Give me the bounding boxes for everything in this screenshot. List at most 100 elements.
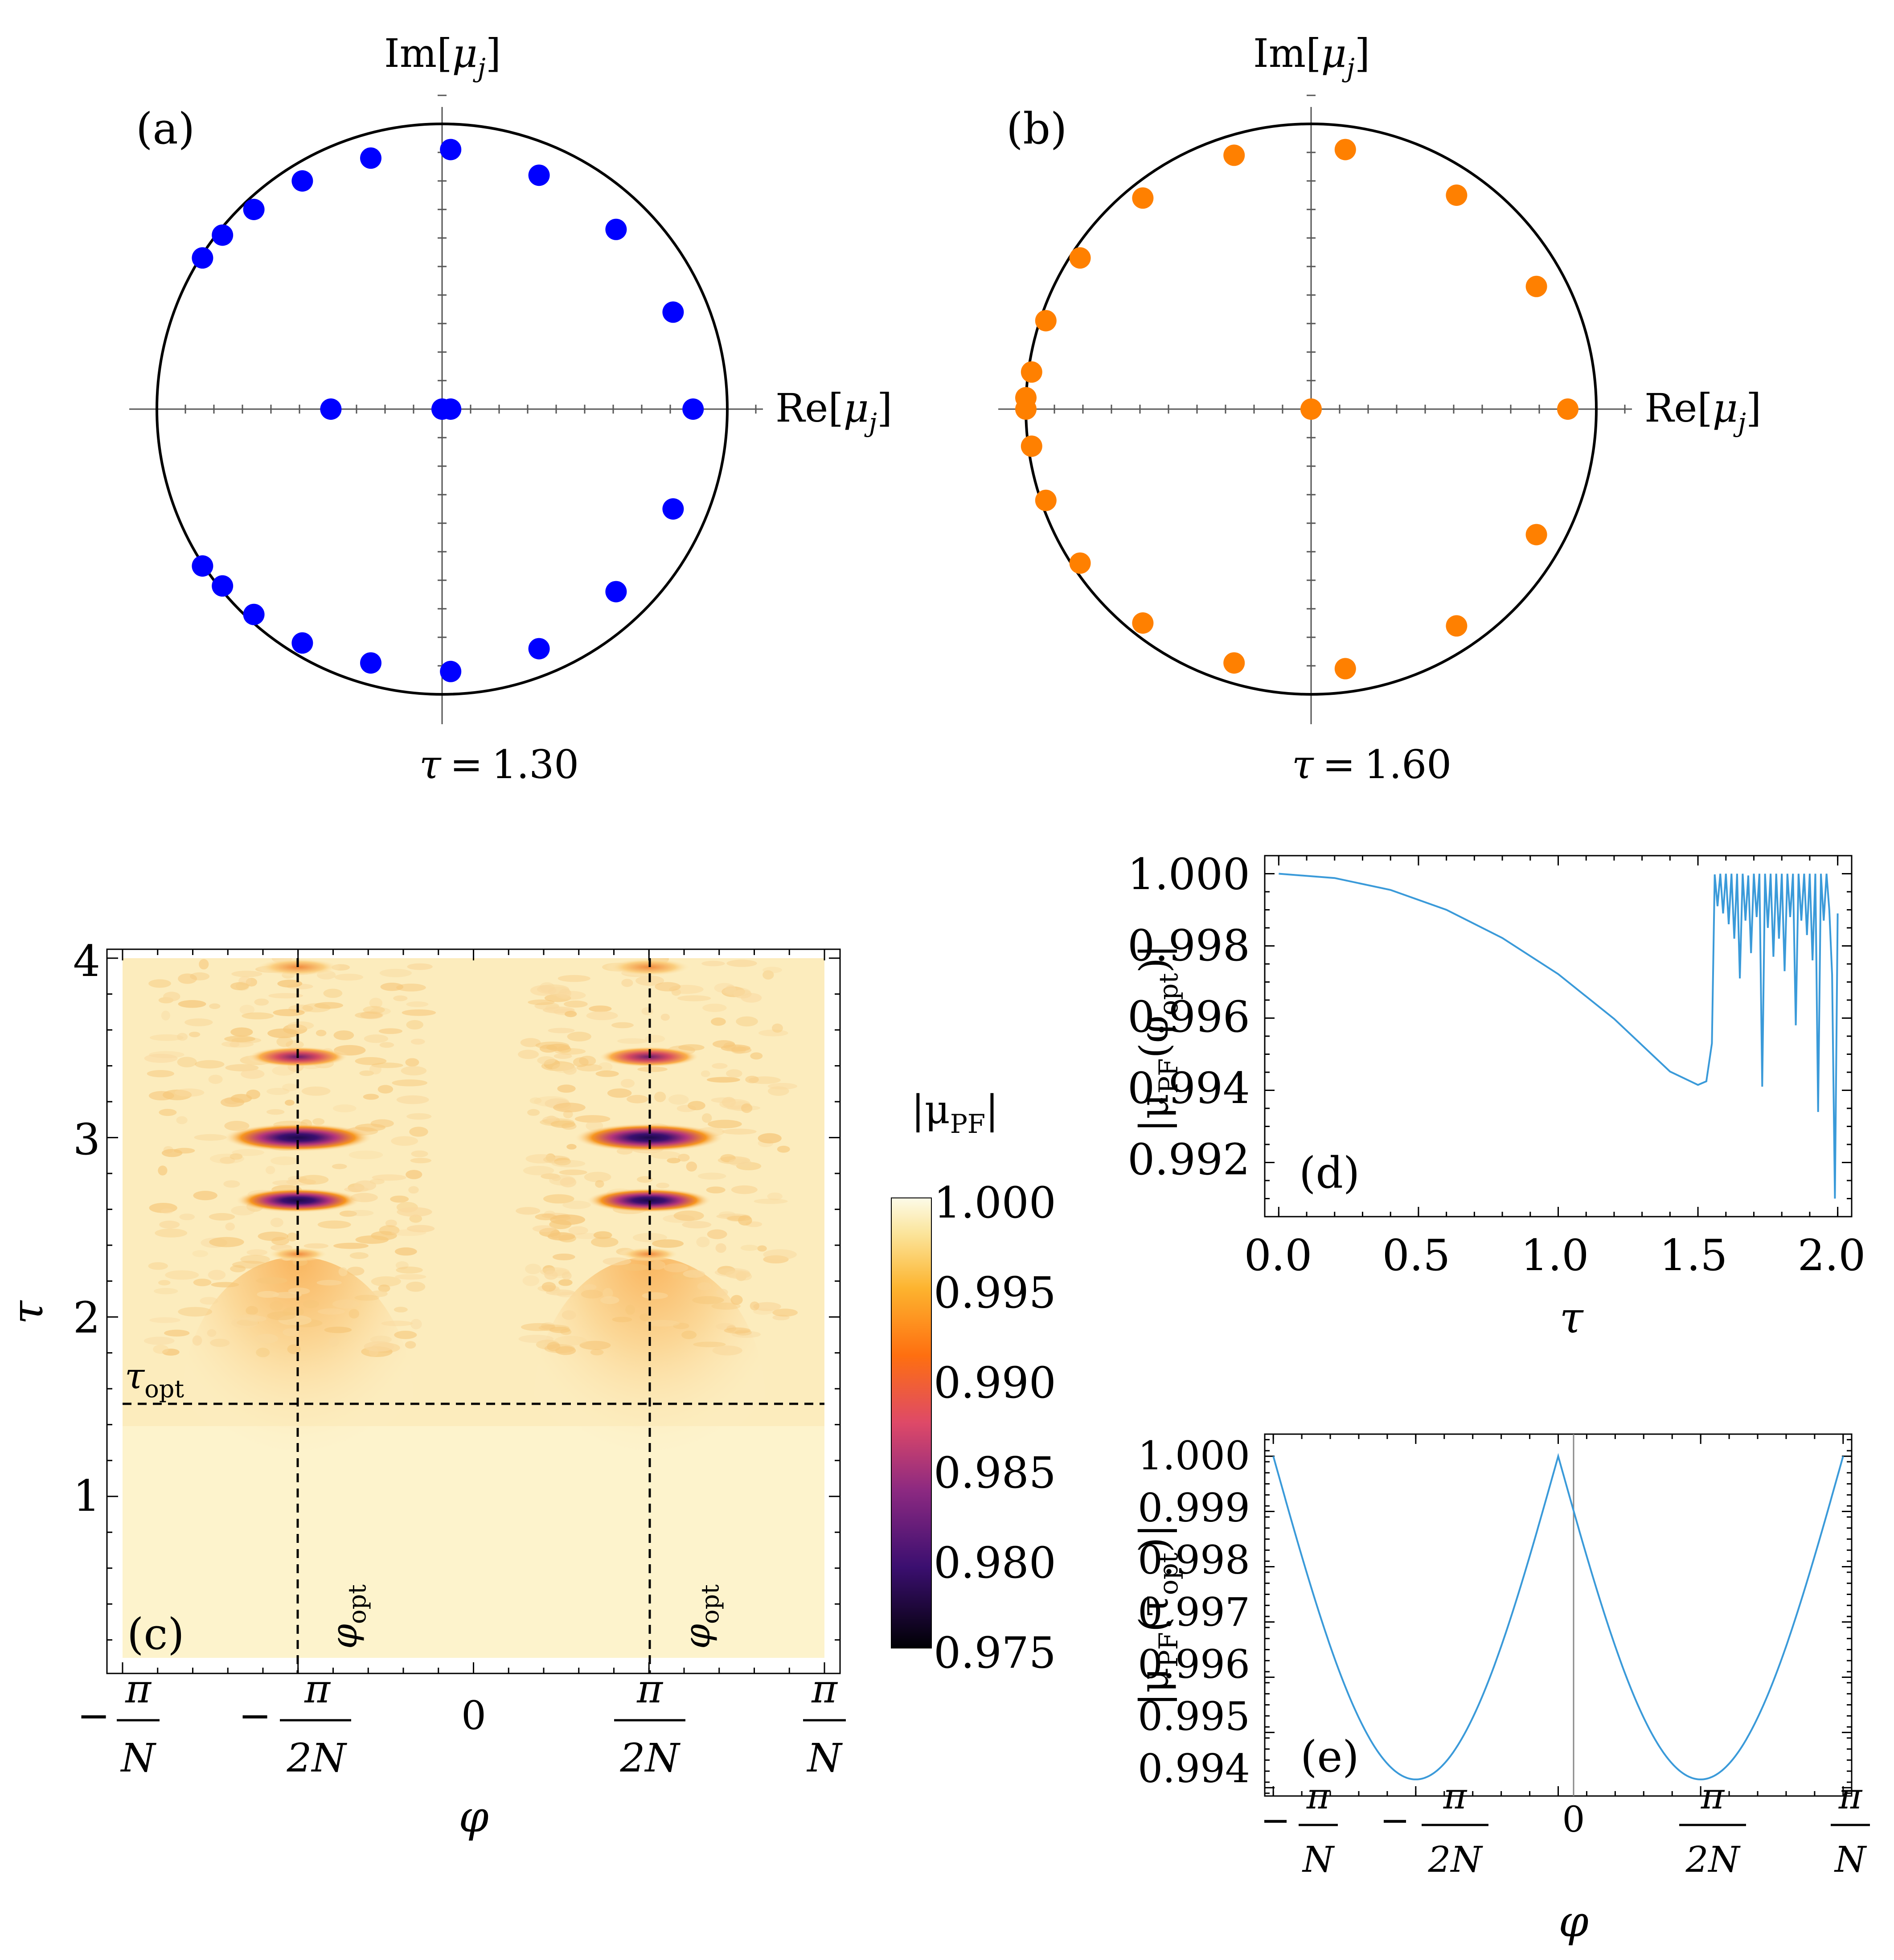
heatmap-speckle (772, 1308, 798, 1317)
heatmap-speckle (208, 1074, 223, 1084)
heatmap-speckle (617, 1038, 648, 1044)
heatmap-speckle (554, 1336, 587, 1346)
heatmap-speckle (553, 1103, 586, 1112)
svg-text:N: N (120, 1735, 157, 1781)
cb-tick-0985: 0.985 (934, 1448, 1056, 1498)
heatmap-speckle (349, 1252, 369, 1259)
panel-a-unit-circle (156, 123, 729, 696)
panel-a-point (662, 498, 684, 520)
heatmap-speckle (641, 1007, 653, 1015)
colorbar-tick-labels: 1.000 0.995 0.990 0.985 0.980 0.975 (934, 1178, 1056, 1678)
heatmap-speckle (525, 1263, 541, 1275)
heatmap-speckle (148, 1262, 168, 1270)
c-ytick-2: 2 (73, 1293, 100, 1343)
heatmap-speckle (287, 1021, 314, 1030)
heatmap-speckle (283, 1328, 299, 1337)
heatmap-speckle (528, 999, 555, 1005)
svg-text:2N: 2N (620, 1735, 681, 1781)
panel-a-point (440, 139, 462, 160)
panel-c-heatmap (123, 958, 824, 1658)
heatmap-speckle (625, 1304, 635, 1315)
panel-b-point (1525, 275, 1547, 297)
colorbar-gradient (891, 1197, 932, 1648)
heatmap-speckle (733, 989, 752, 999)
heatmap-speckle (301, 1086, 331, 1096)
heatmap-speckle (390, 1195, 409, 1203)
panel-a-point (605, 581, 627, 603)
heatmap-speckle (396, 1095, 429, 1104)
e-xtick-pi-over-2n: π 2N (1679, 1775, 1746, 1880)
panel-b-point (1446, 615, 1468, 637)
heatmap-speckle (143, 1337, 175, 1345)
heatmap-speckle (394, 1247, 417, 1256)
heatmap-speckle (711, 1017, 726, 1026)
heatmap-speckle (554, 1048, 586, 1055)
heatmap-speckle (270, 1301, 283, 1311)
heatmap-speckle (740, 1245, 758, 1251)
heatmap-speckle (207, 1329, 217, 1337)
heatmap-speckle (354, 1180, 377, 1191)
heatmap-speckle (522, 1275, 540, 1286)
heatmap-speckle (645, 1320, 680, 1327)
heatmap-speckle (735, 1329, 752, 1336)
heatmap-speckle (573, 1057, 589, 1067)
heatmap-speckle (230, 982, 249, 990)
heatmap-speckle (558, 975, 590, 982)
panel-a: (a) Re[μj] Im[μj] τ = 1.30 (129, 30, 892, 787)
heatmap-speckle (726, 959, 757, 967)
heatmap-speckle (209, 1237, 244, 1247)
heatmap-dip (573, 1123, 725, 1152)
panel-b-points (1015, 139, 1578, 680)
heatmap-speckle (363, 1094, 379, 1100)
svg-text:π: π (811, 1666, 838, 1712)
heatmap-speckle (591, 1237, 619, 1247)
heatmap-speckle (678, 1044, 705, 1051)
heatmap-speckle (355, 1124, 386, 1132)
heatmap-speckle (564, 1011, 577, 1017)
heatmap-speckle (148, 979, 171, 988)
panel-d-xticks: 0.0 0.5 1.0 1.5 2.0 (1244, 1230, 1866, 1280)
e-xtick-neg-pi-over-n: − π N (1260, 1775, 1338, 1880)
heatmap-speckle (579, 1341, 611, 1350)
heatmap-speckle (739, 1160, 752, 1168)
heatmap-speckle (155, 1228, 188, 1238)
panel-a-point (212, 224, 234, 246)
heatmap-speckle (697, 1173, 726, 1180)
heatmap-speckle (317, 1308, 345, 1315)
heatmap-speckle (546, 1115, 557, 1122)
heatmap-speckle (732, 1046, 752, 1054)
panel-b-point (1035, 310, 1057, 332)
heatmap-speckle (348, 1150, 383, 1160)
heatmap-speckle (767, 1192, 783, 1201)
e-xtick-zero: 0 (1562, 1799, 1585, 1840)
heatmap-speckle (640, 1313, 650, 1321)
heatmap-speckle (408, 1186, 419, 1194)
panel-b-point (1446, 185, 1468, 206)
svg-text:π: π (125, 1666, 152, 1712)
heatmap-speckle (239, 1005, 255, 1015)
heatmap-speckle (397, 1207, 432, 1217)
heatmap-speckle (686, 1161, 697, 1172)
heatmap-speckle (681, 1330, 697, 1339)
heatmap-speckle (333, 1030, 354, 1040)
heatmap-speckle (332, 1104, 357, 1112)
heatmap-speckle (406, 1001, 429, 1007)
heatmap-speckle (268, 993, 303, 999)
heatmap-speckle (555, 1346, 576, 1355)
heatmap-speckle (600, 1296, 619, 1304)
heatmap-speckle (566, 1144, 577, 1150)
panel-a-point (243, 199, 265, 220)
heatmap-speckle (598, 1062, 613, 1072)
heatmap-speckle (603, 1288, 613, 1299)
d-ytick-0994: 0.994 (1127, 1063, 1250, 1113)
panel-b-point (1021, 361, 1042, 383)
panel-a-points (192, 139, 704, 682)
panel-a-point (528, 638, 550, 660)
heatmap-speckle (377, 1085, 394, 1094)
heatmap-speckle (369, 1347, 379, 1357)
heatmap-speckle (163, 992, 180, 1001)
heatmap-speckle (673, 1323, 689, 1329)
heatmap-speckle (230, 1153, 243, 1160)
heatmap-speckle (211, 1282, 239, 1288)
heatmap-speckle (552, 1253, 575, 1260)
